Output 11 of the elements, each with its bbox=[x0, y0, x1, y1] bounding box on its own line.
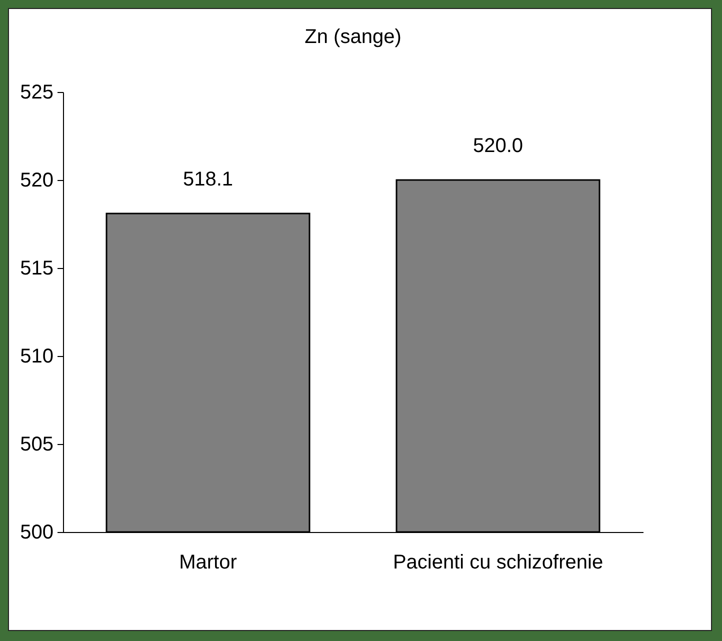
y-tick-label: 515 bbox=[20, 258, 54, 280]
y-tick-label: 500 bbox=[20, 522, 54, 544]
y-tick-label: 510 bbox=[20, 346, 54, 368]
chart-title: Zn (sange) bbox=[304, 26, 402, 48]
y-tick-label: 520 bbox=[20, 170, 54, 192]
x-tick-label: Martor bbox=[179, 552, 238, 574]
data-label: 518.1 bbox=[182, 168, 234, 190]
y-tick-label: 505 bbox=[20, 434, 54, 456]
data-label: 520.0 bbox=[472, 135, 524, 157]
y-tick-label: 525 bbox=[20, 82, 54, 104]
x-tick-label: Pacienti cu schizofrenie bbox=[392, 552, 604, 574]
